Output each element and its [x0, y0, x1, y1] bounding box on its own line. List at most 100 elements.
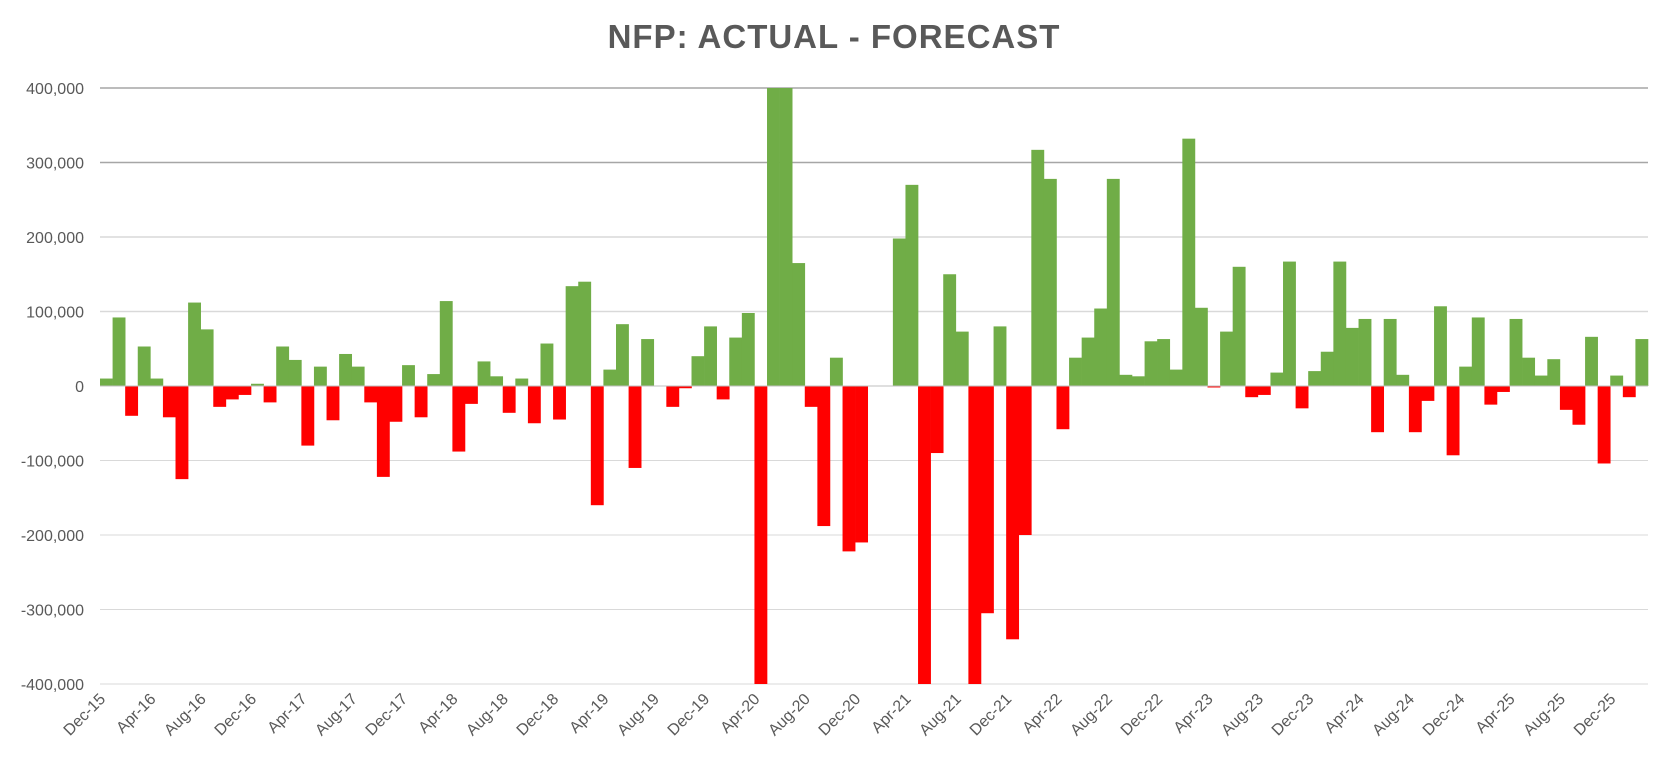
- bar: [288, 359, 302, 386]
- bar: [540, 343, 554, 386]
- bar: [817, 386, 831, 527]
- bar: [301, 386, 315, 446]
- x-tick-label: Aug-18: [463, 691, 512, 740]
- bar: [1006, 386, 1020, 640]
- bar: [452, 386, 466, 452]
- x-tick-label: Aug-19: [614, 691, 663, 740]
- x-tick-label: Apr-21: [869, 691, 915, 737]
- bar: [313, 366, 327, 386]
- x-tick-label: Dec-16: [212, 691, 261, 740]
- y-tick-label: 200,000: [26, 230, 84, 247]
- bar: [464, 386, 478, 404]
- x-tick-label: Dec-19: [665, 691, 714, 740]
- bar: [1345, 327, 1359, 386]
- bar: [162, 386, 176, 418]
- bar: [729, 337, 743, 386]
- bar: [1434, 306, 1447, 386]
- bar: [150, 378, 164, 386]
- y-tick-label: -400,000: [21, 677, 84, 694]
- bar: [1119, 374, 1133, 386]
- bar: [993, 326, 1007, 386]
- bar: [1157, 339, 1171, 386]
- bar: [590, 386, 604, 506]
- x-tick-label: Apr-18: [416, 691, 462, 737]
- bar: [402, 365, 415, 386]
- bar: [125, 386, 139, 416]
- bar: [691, 356, 705, 386]
- bar: [767, 88, 780, 386]
- bar: [553, 386, 566, 420]
- x-tick-label: Aug-22: [1067, 691, 1116, 740]
- bar: [100, 378, 113, 386]
- bar: [439, 301, 453, 386]
- bar: [225, 386, 239, 400]
- bar: [1169, 369, 1183, 386]
- bar: [565, 286, 579, 386]
- bar: [1320, 351, 1334, 386]
- x-tick-label: Aug-17: [312, 691, 361, 740]
- y-tick-label: 0: [75, 379, 84, 396]
- bar: [339, 353, 353, 386]
- bar: [1220, 331, 1233, 386]
- y-tick-label: 100,000: [26, 305, 84, 322]
- y-tick-label: -300,000: [21, 603, 84, 620]
- x-tick-label: Apr-25: [1473, 691, 1519, 737]
- y-tick-label: 300,000: [26, 156, 84, 173]
- bar: [1459, 366, 1473, 386]
- bar: [1358, 318, 1372, 386]
- bar: [1031, 149, 1045, 386]
- bar: [1144, 341, 1158, 386]
- bar: [238, 386, 252, 395]
- bar: [1547, 359, 1561, 386]
- chart-title: NFP: ACTUAL - FORECAST: [607, 18, 1061, 55]
- gridlines: [100, 87, 1648, 685]
- bar: [704, 326, 717, 386]
- x-tick-label: Aug-25: [1521, 691, 1570, 740]
- bar: [578, 281, 592, 386]
- bar: [1522, 357, 1536, 386]
- bar: [980, 386, 994, 614]
- bar: [1270, 372, 1284, 386]
- bar: [1408, 386, 1422, 433]
- bar: [515, 378, 529, 386]
- x-tick-label: Apr-20: [718, 691, 764, 737]
- bar: [829, 357, 843, 386]
- bar: [1182, 138, 1196, 386]
- bar: [1069, 357, 1082, 386]
- bar: [175, 386, 189, 480]
- bars: [100, 88, 1649, 684]
- x-tick-label: Apr-23: [1171, 691, 1217, 737]
- x-tick-label: Apr-19: [567, 691, 613, 737]
- y-tick-label: -200,000: [21, 528, 84, 545]
- x-tick-label: Dec-15: [61, 691, 110, 740]
- x-tick-label: Dec-23: [1269, 691, 1318, 740]
- bar: [1597, 386, 1611, 464]
- bar: [1383, 318, 1397, 386]
- bar: [892, 238, 906, 386]
- x-tick-label: Aug-21: [916, 691, 965, 740]
- bar: [918, 386, 931, 684]
- bar: [1056, 386, 1070, 430]
- bar: [112, 317, 126, 386]
- bar: [1245, 386, 1259, 398]
- bar: [1232, 266, 1246, 386]
- bar: [855, 386, 869, 543]
- bar: [188, 302, 201, 386]
- bar: [628, 386, 642, 468]
- x-tick-label: Aug-20: [765, 691, 814, 740]
- bar: [1534, 375, 1548, 386]
- bar: [213, 386, 227, 407]
- x-tick-label: Aug-16: [161, 691, 210, 740]
- bar: [603, 369, 617, 386]
- x-tick-label: Dec-21: [967, 691, 1016, 740]
- bar: [490, 376, 504, 386]
- bar: [1295, 386, 1309, 409]
- bar: [1106, 178, 1120, 386]
- bar: [1421, 386, 1435, 401]
- bar: [1484, 386, 1498, 405]
- bar: [1043, 178, 1057, 386]
- bar: [1572, 386, 1586, 425]
- x-tick-label: Dec-24: [1420, 691, 1469, 740]
- x-tick-label: Dec-22: [1118, 691, 1167, 740]
- bar: [200, 329, 214, 386]
